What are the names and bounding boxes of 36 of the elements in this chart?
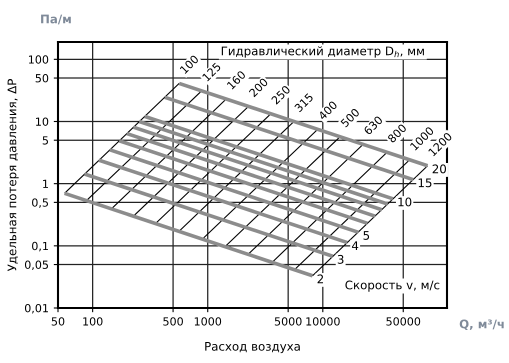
x-tick-label: 1000	[194, 317, 222, 326]
y-tick-label: 100	[28, 55, 48, 64]
x-axis-title: Расход воздуха	[205, 342, 300, 354]
series-label: 10	[398, 198, 412, 206]
series-label: 20	[432, 164, 446, 174]
annotation: Скорость v, м/с	[345, 280, 440, 292]
text: 400	[318, 100, 338, 120]
text: 250	[270, 84, 291, 105]
y-tick-label: 50	[36, 74, 48, 82]
text: Па/м	[41, 14, 71, 24]
y-tick-label: 0,01	[24, 304, 48, 314]
x-tick-label: 50000	[386, 317, 420, 326]
text: 160	[226, 70, 246, 90]
text: 100	[180, 54, 200, 74]
series-label: 2	[318, 274, 324, 284]
x-tick-label: 10000	[306, 317, 340, 326]
x-tick-label: 100	[83, 317, 103, 326]
text: 500	[340, 108, 360, 128]
annotation: Гидравлический диаметр D$_{h}$, мм	[222, 46, 424, 58]
text: Q, м³/ч	[460, 319, 504, 330]
x-tick-label: 50	[52, 317, 64, 326]
series-label: 4	[352, 241, 358, 250]
y-tick-label: 1	[43, 180, 48, 188]
series-label: 15	[418, 178, 432, 188]
y-axis-title: Удельная потеря давления, ΔP	[8, 79, 19, 272]
text: 800	[387, 123, 407, 144]
series-label: 5	[364, 231, 370, 240]
y-tick-label: 0,5	[32, 198, 48, 208]
y-tick-label: 0,1	[32, 242, 48, 252]
y-tick-label: 0,05	[24, 260, 48, 270]
series-label: 3	[338, 254, 344, 264]
x-tick-label: 5000	[274, 317, 302, 326]
text: 630	[363, 115, 384, 136]
y-tick-label: 5	[42, 136, 48, 145]
x-tick-label: 500	[163, 317, 183, 326]
y-tick-label: 10	[36, 117, 48, 126]
